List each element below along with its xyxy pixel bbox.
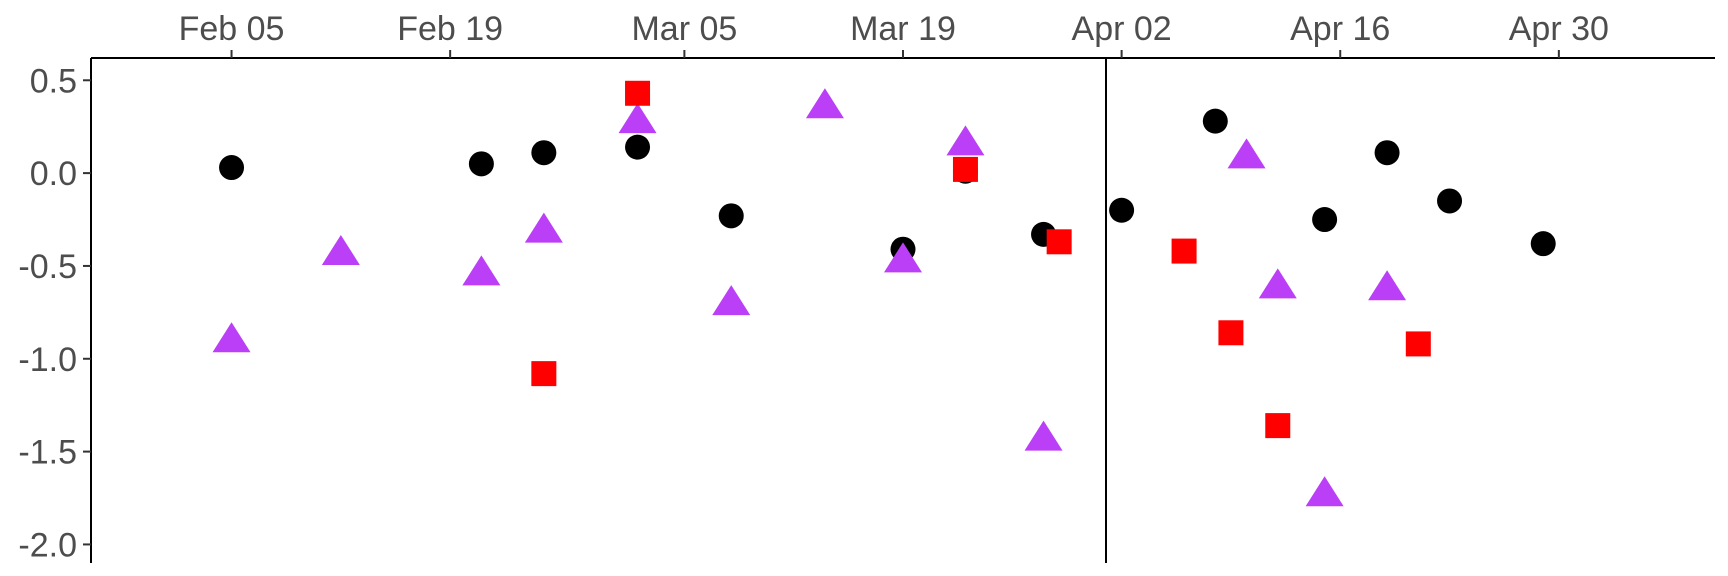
triangle-point xyxy=(805,88,844,119)
triangle-point xyxy=(1258,268,1297,299)
x-axis: Feb 05 Feb 19 Mar 05 Mar 19 Apr 02 Apr 16 Apr … xyxy=(91,10,1715,59)
circle-point xyxy=(531,140,557,166)
circle-point xyxy=(1530,231,1556,257)
square-point xyxy=(1265,413,1291,439)
x-tick-label: Apr 02 xyxy=(1072,10,1172,48)
y-tick-label: 0.0 xyxy=(30,155,77,193)
triangle-point xyxy=(321,234,360,265)
circle-point xyxy=(718,203,744,229)
square-point xyxy=(1218,320,1244,346)
series-circle xyxy=(219,108,1556,262)
y-axis: 0.5 0.0 -0.5 -1.0 -1.5 -2.0 xyxy=(18,58,92,564)
circle-point xyxy=(1109,197,1135,223)
circle-point xyxy=(1202,108,1228,134)
y-tick-label: -2.0 xyxy=(18,526,77,564)
circle-point xyxy=(1374,140,1400,166)
y-tick-label: -1.0 xyxy=(18,341,77,379)
triangle-point xyxy=(1368,270,1407,301)
square-point xyxy=(1405,331,1431,357)
series-square xyxy=(531,80,1431,439)
triangle-point xyxy=(1227,138,1266,169)
square-point xyxy=(625,80,651,106)
square-point xyxy=(952,156,978,182)
x-tick-label: Apr 30 xyxy=(1509,10,1609,48)
square-point xyxy=(1171,238,1197,264)
triangle-point xyxy=(462,255,501,286)
square-point xyxy=(1046,229,1072,255)
y-tick-label: -1.5 xyxy=(18,434,77,472)
x-tick-label: Mar 19 xyxy=(850,10,956,48)
triangle-point xyxy=(712,285,751,316)
points-layer xyxy=(212,80,1556,507)
triangle-point xyxy=(946,125,985,156)
x-tick-label: Mar 05 xyxy=(631,10,737,48)
triangle-point xyxy=(1305,476,1344,507)
circle-point xyxy=(1437,188,1463,214)
triangle-point xyxy=(524,212,563,243)
triangle-point xyxy=(1024,420,1063,451)
y-tick-label: 0.5 xyxy=(30,62,77,100)
y-tick-label: -0.5 xyxy=(18,248,77,286)
circle-point xyxy=(1312,207,1338,233)
triangle-point xyxy=(618,103,657,134)
x-tick-label: Feb 05 xyxy=(179,10,285,48)
triangle-point xyxy=(212,322,251,353)
series-triangle xyxy=(212,88,1407,507)
circle-point xyxy=(468,151,494,177)
x-tick-label: Feb 19 xyxy=(397,10,503,48)
triangle-point xyxy=(884,242,922,273)
x-tick-label: Apr 16 xyxy=(1290,10,1390,48)
circle-point xyxy=(219,155,245,181)
square-point xyxy=(531,361,557,387)
circle-point xyxy=(625,134,651,160)
